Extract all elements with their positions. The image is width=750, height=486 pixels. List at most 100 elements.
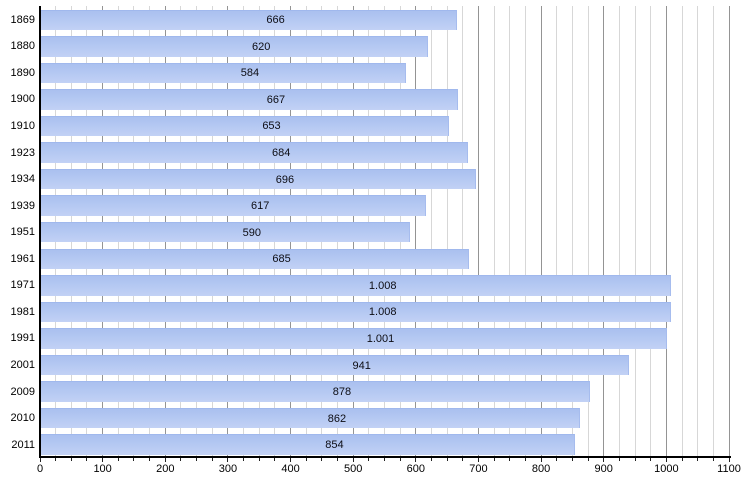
x-tick-label: 900: [594, 463, 613, 475]
bar-value-label: 590: [242, 226, 261, 239]
category-label: 2001: [10, 359, 35, 372]
bar-value-label: 620: [251, 40, 271, 53]
x-tick-label: 400: [281, 463, 300, 475]
x-tick-minor: [524, 458, 526, 461]
bar: [40, 36, 429, 57]
x-tick-label: 600: [406, 463, 425, 475]
x-axis-line: [39, 456, 731, 458]
category-label: 2010: [10, 412, 35, 425]
bar: [40, 407, 580, 429]
gridline-minor: [634, 6, 636, 456]
gridline-major: [665, 6, 667, 456]
x-tick-major: [728, 458, 730, 462]
bar: [40, 301, 672, 323]
x-tick-major: [290, 458, 292, 462]
bar: [40, 328, 667, 349]
gridline-major: [415, 6, 417, 456]
x-tick-minor: [446, 458, 448, 461]
category-label: 1951: [10, 226, 35, 239]
category-label: 1869: [10, 13, 35, 26]
bar: [40, 115, 449, 137]
bar: [40, 354, 630, 376]
x-tick-minor: [368, 458, 370, 461]
x-tick-minor: [196, 458, 198, 461]
x-tick-minor: [274, 458, 276, 461]
gridline-minor: [446, 6, 448, 456]
category-label: 1981: [10, 305, 35, 318]
x-tick-minor: [337, 458, 339, 461]
x-tick-minor: [587, 458, 589, 461]
x-tick-major: [227, 458, 229, 462]
x-tick-minor: [86, 458, 88, 461]
x-tick-label: 300: [218, 463, 238, 475]
category-label: 1991: [10, 332, 35, 345]
bar-value-label: 617: [251, 200, 270, 213]
x-tick-label: 0: [36, 463, 44, 475]
x-tick-major: [102, 458, 104, 462]
x-tick-minor: [117, 458, 119, 461]
x-tick-minor: [462, 458, 464, 461]
x-tick-minor: [399, 458, 401, 461]
bar: [40, 381, 590, 402]
x-tick-label: 800: [531, 463, 551, 475]
category-label: 2011: [11, 438, 35, 451]
gridline-minor: [697, 6, 699, 456]
x-tick-minor: [712, 458, 714, 461]
x-tick-minor: [571, 458, 573, 461]
x-tick-minor: [243, 458, 245, 461]
gridline-minor: [556, 6, 558, 456]
bar-value-label: 584: [240, 67, 260, 80]
bar-value-label: 1.008: [368, 279, 397, 292]
x-tick-minor: [697, 458, 699, 461]
gridline-minor: [618, 6, 620, 456]
bar-value-label: 696: [275, 173, 295, 186]
bar: [40, 142, 469, 163]
bar: [40, 434, 575, 455]
x-tick-label: 1000: [654, 463, 679, 475]
x-tick-minor: [384, 458, 385, 461]
bar-value-label: 854: [325, 439, 344, 452]
category-label: 1910: [10, 119, 35, 132]
x-tick-minor: [180, 458, 182, 461]
gridline-minor: [430, 6, 432, 456]
x-tick-label: 500: [343, 463, 363, 475]
bar: [40, 275, 672, 296]
category-label: 1880: [10, 40, 35, 53]
x-tick-label: 100: [93, 463, 112, 475]
bar-value-label: 862: [327, 412, 347, 425]
gridline-major: [540, 6, 542, 456]
gridline-minor: [524, 6, 526, 456]
category-label: 1939: [10, 199, 35, 212]
gridline-minor: [587, 6, 589, 456]
x-tick-label: 200: [156, 463, 175, 475]
x-tick-label: 1100: [717, 463, 741, 475]
x-tick-minor: [149, 458, 151, 461]
x-tick-major: [415, 458, 417, 462]
x-tick-minor: [321, 458, 323, 461]
x-tick-major: [540, 458, 542, 462]
bar-value-label: 653: [262, 120, 281, 133]
gridline-minor: [493, 6, 495, 456]
bar: [40, 89, 458, 110]
bar-value-label: 1.008: [368, 306, 397, 319]
x-tick-minor: [556, 458, 558, 461]
x-tick-label: 700: [469, 463, 488, 475]
gridline-major: [477, 6, 479, 456]
x-tick-minor: [211, 458, 213, 461]
x-tick-minor: [618, 458, 620, 461]
bar-value-label: 684: [272, 147, 291, 160]
bar-value-label: 941: [352, 359, 371, 372]
gridline-minor: [681, 6, 683, 456]
x-tick-major: [603, 458, 605, 462]
x-tick-minor: [70, 458, 72, 461]
category-label: 1961: [10, 252, 35, 265]
x-tick-minor: [430, 458, 432, 461]
bar-value-label: 667: [266, 93, 286, 106]
x-tick-minor: [634, 458, 636, 461]
bar: [40, 168, 476, 190]
bar: [40, 62, 406, 84]
x-tick-major: [477, 458, 479, 462]
bar-value-label: 1.001: [366, 332, 395, 345]
